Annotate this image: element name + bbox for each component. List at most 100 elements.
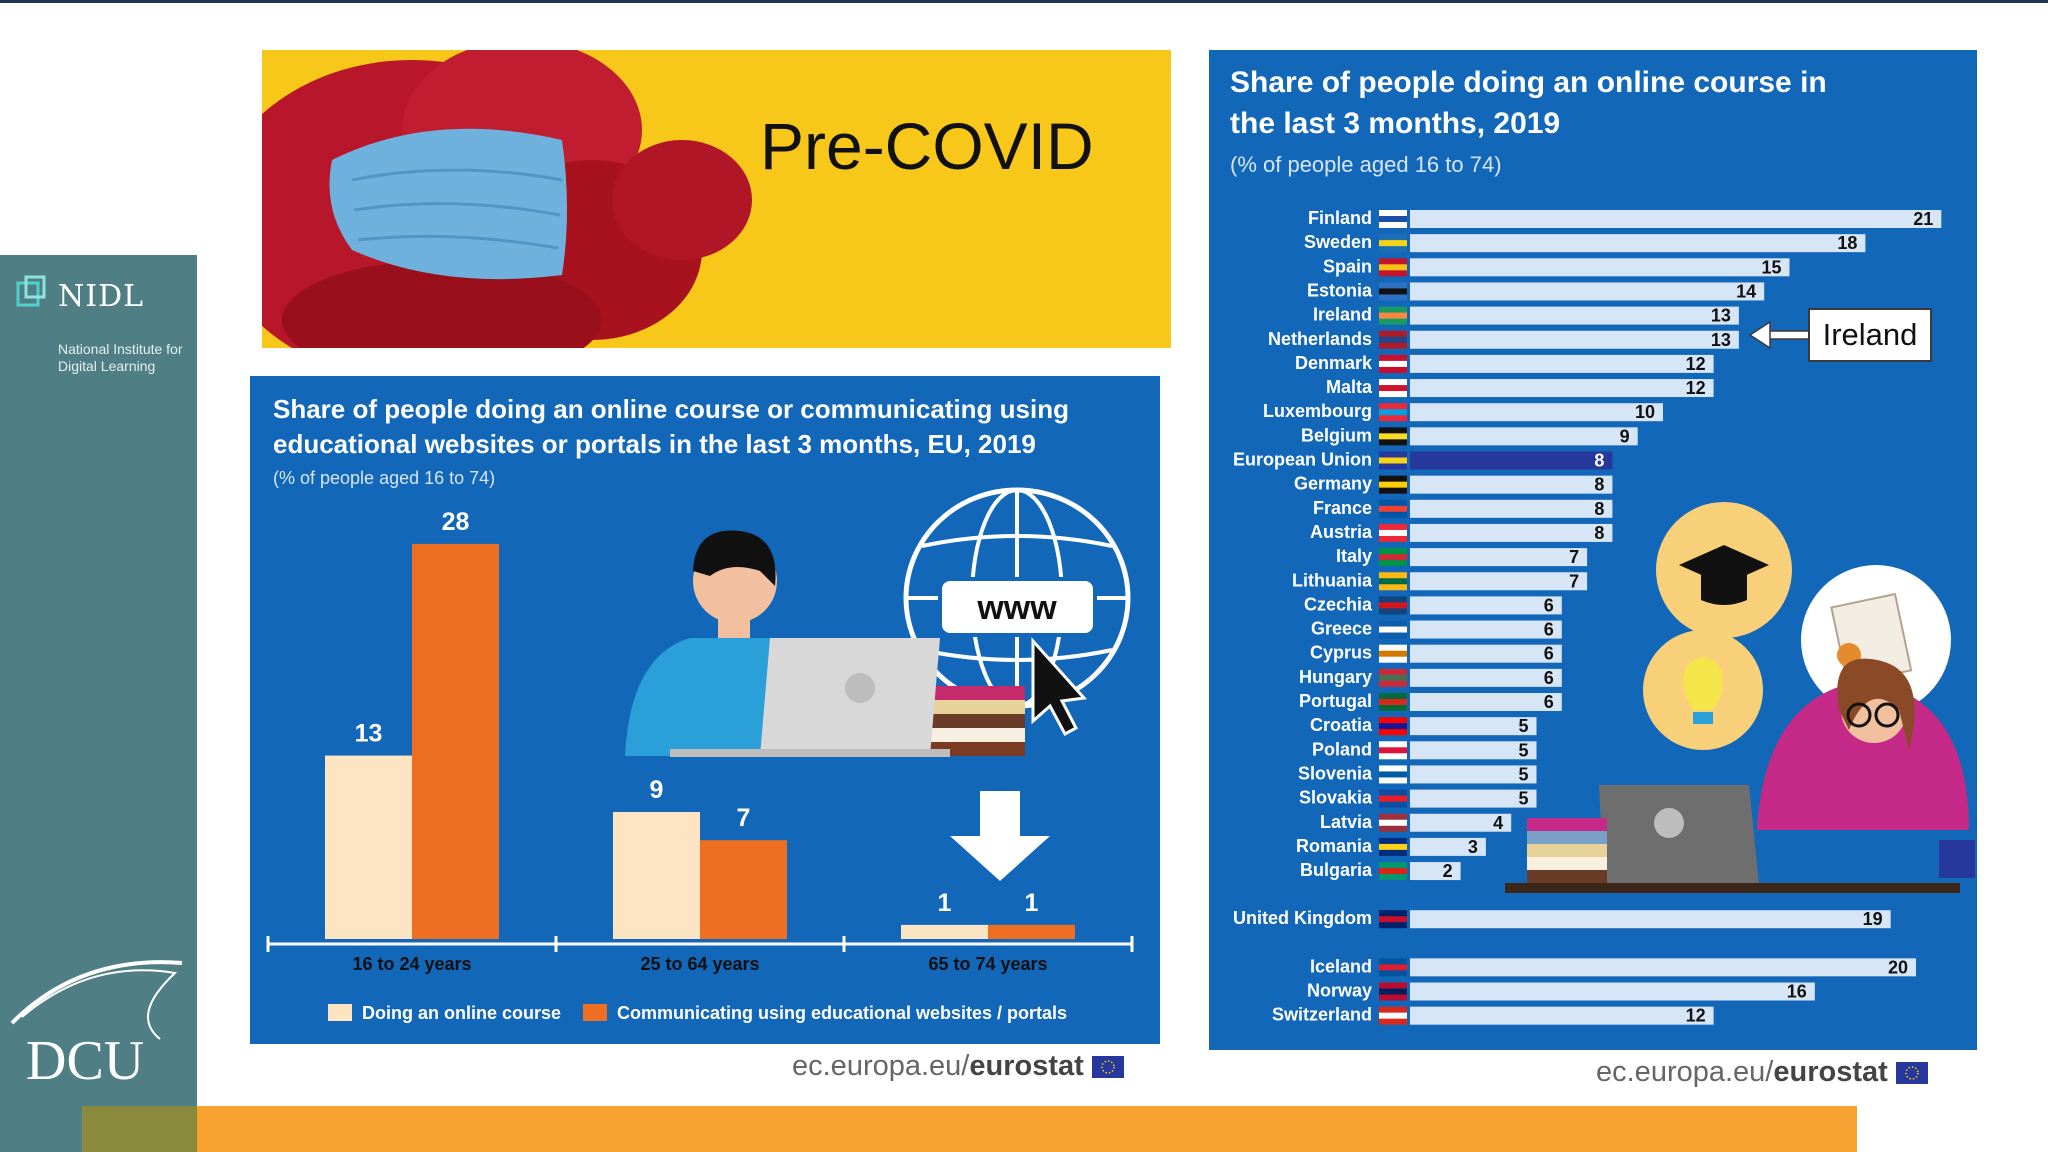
bar-value-belgium: 9: [1620, 426, 1630, 446]
bar-hungary: [1410, 668, 1562, 687]
bar-value-czechia: 6: [1544, 595, 1554, 615]
country-label-luxembourg: Luxembourg: [1263, 401, 1372, 421]
bar-value-portugal: 6: [1544, 692, 1554, 712]
country-label-spain: Spain: [1323, 256, 1372, 276]
country-label-netherlands: Netherlands: [1268, 329, 1372, 349]
flag-stripe: [1379, 554, 1407, 561]
bar-communicating-using-educational-websites-portals: [988, 924, 1075, 939]
bar-spain: [1410, 258, 1790, 277]
flag-stripe: [1379, 240, 1407, 247]
flag-stripe: [1379, 505, 1407, 512]
flag-stripe: [1379, 433, 1407, 440]
bar-switzerland: [1410, 1006, 1714, 1025]
flag-stripe: [1379, 674, 1407, 681]
country-label-romania: Romania: [1296, 836, 1373, 856]
bar-luxembourg: [1410, 403, 1663, 422]
bar-iceland: [1410, 958, 1916, 977]
left-source[interactable]: ec.europa.eu/eurostat: [792, 1050, 1124, 1083]
bar-value-sweden: 18: [1837, 233, 1857, 253]
country-label-estonia: Estonia: [1307, 280, 1373, 300]
bottom-accent-strip: [82, 1106, 1857, 1152]
bar-value-estonia: 14: [1736, 281, 1756, 301]
sidebar: NIDL National Institute for Digital Lear…: [0, 255, 197, 1152]
bar-malta: [1410, 379, 1714, 398]
bar-sweden: [1410, 234, 1866, 253]
left-chart-subtitle: (% of people aged 16 to 74): [273, 468, 496, 488]
country-label-belgium: Belgium: [1301, 425, 1372, 445]
pre-covid-banner: Pre-COVID: [262, 50, 1171, 348]
legend-label: Communicating using educational websites…: [617, 1003, 1067, 1023]
bar-slovenia: [1410, 765, 1537, 784]
flag-stripe: [1379, 650, 1407, 657]
bar-value-germany: 8: [1594, 475, 1604, 495]
flag-stripe: [1379, 529, 1407, 536]
country-bar-chart: Finland 21 Sweden 18 Spain 15 Estonia 14 Ireland…: [1233, 208, 1942, 1026]
bar-austria: [1410, 523, 1613, 542]
top-border: [0, 0, 2048, 3]
country-label-croatia: Croatia: [1310, 715, 1373, 735]
bar-value-label: 9: [650, 776, 664, 804]
flag-stripe: [1379, 336, 1407, 343]
bar-value-switzerland: 12: [1686, 1006, 1706, 1026]
legend-label: Doing an online course: [362, 1003, 561, 1023]
cursor-icon: [1031, 637, 1088, 737]
country-label-latvia: Latvia: [1320, 812, 1373, 832]
country-label-finland: Finland: [1308, 208, 1372, 228]
bar-germany: [1410, 475, 1613, 494]
flag-stripe: [1379, 457, 1407, 464]
bar-latvia: [1410, 813, 1512, 832]
country-label-norway: Norway: [1307, 981, 1372, 1001]
bar-norway: [1410, 982, 1815, 1001]
flag-stripe: [1379, 288, 1407, 295]
flag-stripe: [1379, 988, 1407, 995]
nidl-logo-icon: [16, 275, 46, 307]
bar-doing-an-online-course: [325, 755, 412, 939]
bar-value-united-kingdom: 19: [1863, 909, 1883, 929]
right-chart-title: Share of people doing an online course i…: [1230, 66, 1827, 140]
country-label-portugal: Portugal: [1299, 691, 1372, 711]
bar-croatia: [1410, 717, 1537, 736]
flag-stripe: [1379, 602, 1407, 609]
country-label-poland: Poland: [1312, 739, 1372, 759]
bar-value-romania: 3: [1468, 837, 1478, 857]
eu-flag-icon: [1091, 1056, 1124, 1079]
down-arrow-icon: [980, 791, 1020, 839]
bar-value-iceland: 20: [1888, 957, 1908, 977]
country-label-denmark: Denmark: [1295, 353, 1373, 373]
country-label-lithuania: Lithuania: [1292, 570, 1373, 590]
right-chart-subtitle: (% of people aged 16 to 74): [1230, 152, 1502, 177]
flag-stripe: [1379, 409, 1407, 416]
bar-denmark: [1410, 354, 1714, 373]
nidl-subtitle: National Institute for Digital Learning: [58, 341, 183, 374]
bar-communicating-using-educational-websites-portals: [700, 840, 787, 939]
country-label-slovenia: Slovenia: [1298, 763, 1373, 783]
bar-value-italy: 7: [1569, 547, 1579, 567]
bar-value-label: 1: [938, 889, 952, 917]
country-label-czechia: Czechia: [1304, 594, 1373, 614]
bar-value-greece: 6: [1544, 620, 1554, 640]
teddy-bear-illustration: [262, 50, 752, 348]
flag-stripe: [1379, 385, 1407, 392]
bar-value-latvia: 4: [1493, 813, 1503, 833]
bar-value-spain: 15: [1761, 257, 1781, 277]
bar-italy: [1410, 548, 1588, 567]
bar-value-label: 7: [737, 804, 751, 832]
bar-romania: [1410, 837, 1486, 856]
country-label-austria: Austria: [1310, 522, 1373, 542]
bar-value-france: 8: [1594, 499, 1604, 519]
country-label-bulgaria: Bulgaria: [1300, 860, 1373, 880]
ireland-callout: Ireland: [1808, 308, 1932, 362]
eu-flag-icon: [1895, 1062, 1928, 1085]
bar-doing-an-online-course: [901, 924, 988, 939]
bar-value-european-union: 8: [1594, 451, 1604, 471]
flag-stripe: [1379, 795, 1407, 802]
bar-finland: [1410, 210, 1942, 228]
bar-value-denmark: 12: [1686, 354, 1706, 374]
flag-stripe: [1379, 843, 1407, 850]
country-label-sweden: Sweden: [1304, 232, 1372, 252]
country-label-cyprus: Cyprus: [1310, 643, 1372, 663]
banner-title: Pre-COVID: [760, 109, 1094, 183]
bar-value-label: 28: [442, 508, 470, 536]
country-label-switzerland: Switzerland: [1272, 1005, 1372, 1025]
right-source[interactable]: ec.europa.eu/eurostat: [1596, 1056, 1928, 1089]
